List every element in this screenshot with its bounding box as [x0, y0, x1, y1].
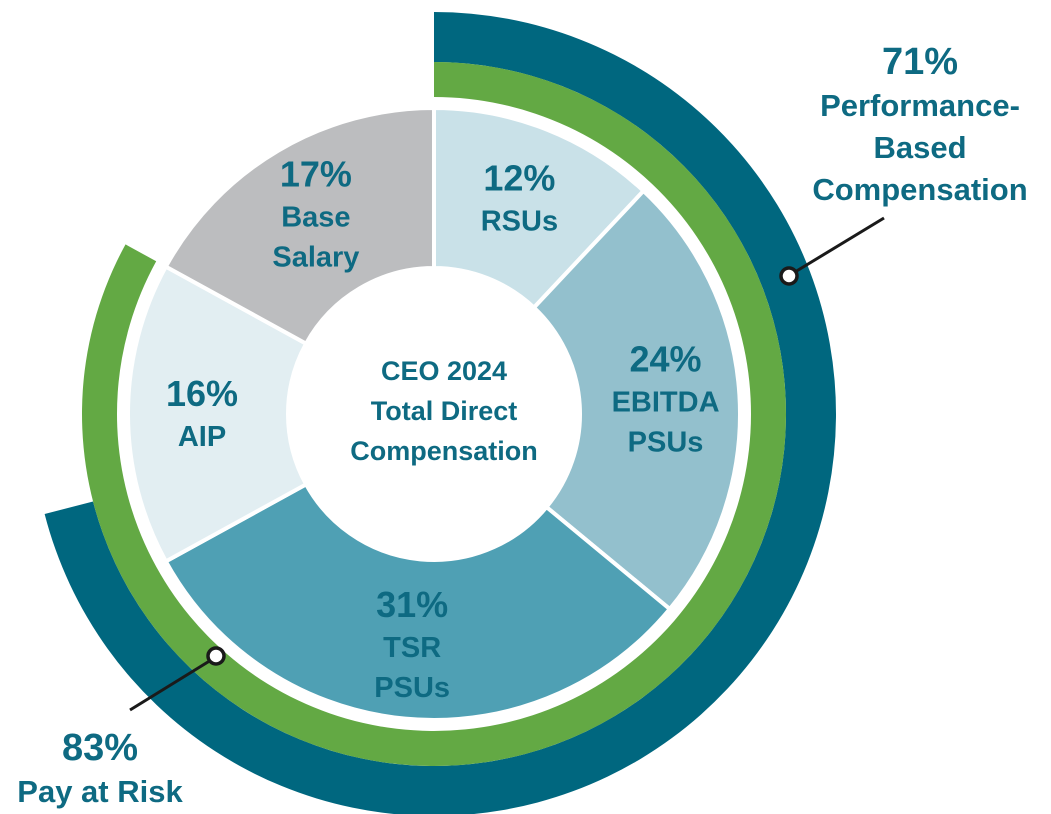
slice-label-tsr-psus-line-2: PSUs — [374, 672, 450, 704]
leader-line-performance — [789, 216, 885, 277]
performance-label-line-1: Performance- — [820, 88, 1020, 123]
center-title: CEO 2024 Total Direct Compensation — [350, 356, 538, 466]
center-title-line-3: Compensation — [350, 436, 538, 466]
center-title-line-1: CEO 2024 — [381, 356, 507, 386]
slice-label-tsr-psus-line-1: TSR — [383, 632, 441, 664]
center-title-line-2: Total Direct — [371, 396, 518, 426]
slice-layer — [126, 105, 742, 722]
performance-pct-label: 71% — [882, 41, 958, 83]
slice-label-aip-line-1: AIP — [178, 421, 226, 453]
slice-label-ebitda-psus-line-1: EBITDA — [612, 386, 720, 418]
slice-label-base-salary-line-1: Base — [281, 201, 350, 233]
slice-label-rsus-pct: 12% — [483, 157, 555, 198]
performance-label-line-2: Based — [873, 130, 966, 165]
leader-dot-pay-at-risk — [206, 646, 226, 666]
slice-label-aip-pct: 16% — [166, 373, 238, 414]
callout-pay-at-risk: 83% Pay at Risk — [17, 646, 226, 809]
slice-label-rsus-line-1: RSUs — [481, 205, 558, 237]
center-hole — [288, 268, 580, 560]
slice-label-base-salary-line-2: Salary — [272, 241, 359, 273]
leader-dot-performance — [779, 266, 799, 286]
slice-label-layer: 12% RSUs 24% EBITDA PSUs 31% TSR PSUs 16% AIP 17% B… — [166, 153, 720, 704]
performance-label-line-3: Compensation — [812, 172, 1027, 207]
leader-line-pay-at-risk — [129, 655, 217, 712]
pay-at-risk-label: Pay at Risk — [17, 774, 183, 809]
pay-at-risk-pct-label: 83% — [62, 727, 138, 769]
callout-performance-based: 71% Performance- Based Compensation — [779, 41, 1028, 286]
slice-label-tsr-psus-pct: 31% — [376, 584, 448, 625]
slice-label-ebitda-psus-line-2: PSUs — [628, 426, 704, 458]
slice-label-ebitda-psus-pct: 24% — [630, 338, 702, 379]
slice-label-base-salary-pct: 17% — [280, 153, 352, 194]
